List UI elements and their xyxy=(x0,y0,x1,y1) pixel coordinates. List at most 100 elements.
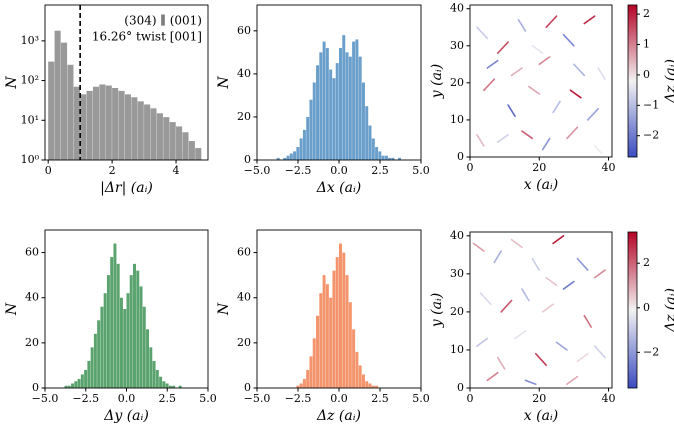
bar xyxy=(182,132,189,160)
bar xyxy=(391,157,395,160)
bar xyxy=(335,257,339,388)
bar xyxy=(84,369,88,388)
displacement-segment xyxy=(573,63,586,77)
displacement-segment xyxy=(517,19,527,32)
x-tick-label: −2.5 xyxy=(285,392,312,405)
bar xyxy=(165,383,169,388)
bar xyxy=(126,293,130,388)
x-tick-label: 5.0 xyxy=(412,392,430,405)
annotation: (304) ∥ (001) xyxy=(124,14,202,28)
bar xyxy=(87,360,91,388)
y-axis-label: y (aᵢ) xyxy=(429,64,445,99)
bar xyxy=(129,275,133,388)
bar xyxy=(64,385,68,388)
bar xyxy=(150,108,157,160)
displacement-segment xyxy=(545,15,558,29)
bar xyxy=(67,385,71,388)
y-tick-label: 10⁰ xyxy=(21,153,40,166)
y-tick-label: 10² xyxy=(21,74,39,87)
bar xyxy=(329,69,333,160)
y-tick-label: 20 xyxy=(237,110,251,123)
bar xyxy=(371,138,375,160)
bar xyxy=(309,99,313,160)
colorbar xyxy=(627,4,638,158)
x-tick-label: 5.0 xyxy=(412,164,430,177)
x-tick-label: 20 xyxy=(532,161,546,174)
bar xyxy=(375,385,379,388)
bar xyxy=(163,117,170,160)
displacement-segment xyxy=(593,269,606,279)
bar xyxy=(136,270,140,388)
colorbar-tick-label: 2 xyxy=(643,256,650,269)
y-tick-label: 20 xyxy=(450,76,464,89)
bar xyxy=(48,61,55,160)
displacement-segment xyxy=(541,137,551,151)
displacement-segment xyxy=(597,67,606,80)
bar xyxy=(74,381,78,388)
displacement-segment xyxy=(496,133,509,143)
colorbar-tick-label: −2 xyxy=(643,345,659,358)
displacement-segment xyxy=(593,345,606,359)
y-tick-label: 40 xyxy=(237,291,251,304)
displacement-segment xyxy=(552,235,565,245)
bar xyxy=(178,385,182,388)
bar xyxy=(156,113,163,160)
x-tick-label: 2.5 xyxy=(371,164,389,177)
bar xyxy=(195,148,202,160)
displacement-segment xyxy=(524,379,537,385)
y-axis-label: N xyxy=(4,76,20,90)
x-tick-label: 0.0 xyxy=(118,392,136,405)
displacement-segment xyxy=(552,100,561,114)
bar xyxy=(375,147,379,160)
bar xyxy=(302,129,306,160)
bar xyxy=(361,82,365,160)
bar xyxy=(309,356,313,388)
displacement-segment xyxy=(535,352,547,366)
displacement-segment xyxy=(583,314,593,328)
bar xyxy=(296,385,300,388)
y-tick-label: 40 xyxy=(25,291,39,304)
colorbar-label: Δz (aᵢ) xyxy=(663,59,674,104)
colorbar-tick-label: 0 xyxy=(643,68,650,81)
bar xyxy=(97,320,101,388)
displacement-segment xyxy=(476,133,485,147)
y-tick-label: 30 xyxy=(450,39,464,52)
bar xyxy=(368,125,372,160)
displacement-segment xyxy=(496,356,506,370)
x-axis-label: Δz (aᵢ) xyxy=(316,408,361,424)
x-axis-label: x (aᵢ) xyxy=(524,408,558,424)
bar xyxy=(67,64,74,160)
displacement-segment xyxy=(538,56,551,66)
y-axis-label: N xyxy=(4,302,20,316)
colorbar-tick-label: 2 xyxy=(643,7,650,20)
bar xyxy=(123,309,127,388)
bar xyxy=(77,378,81,388)
bar xyxy=(289,153,293,160)
y-tick-label: 10¹ xyxy=(21,113,39,126)
bar xyxy=(293,151,297,160)
y-tick-label: 0 xyxy=(457,381,464,394)
displacement-segment xyxy=(476,337,489,347)
x-tick-label: 4 xyxy=(173,164,180,177)
bar xyxy=(54,30,61,160)
bar xyxy=(168,385,172,388)
x-tick-label: 0 xyxy=(45,164,52,177)
displacement-segment xyxy=(500,299,513,313)
bar xyxy=(381,155,385,160)
y-tick-label: 40 xyxy=(450,229,464,242)
bar xyxy=(283,157,287,160)
displacement-segment xyxy=(566,375,579,385)
bar xyxy=(73,86,80,160)
y-tick-label: 20 xyxy=(450,305,464,318)
bar xyxy=(345,52,349,160)
x-axis-label: Δy (aᵢ) xyxy=(103,408,149,424)
bar xyxy=(80,374,84,388)
x-tick-label: 2.5 xyxy=(371,392,389,405)
bar xyxy=(322,41,326,160)
bar xyxy=(316,65,320,160)
bar xyxy=(118,90,125,160)
y-tick-label: 60 xyxy=(25,246,39,259)
colorbar xyxy=(627,231,638,389)
displacement-segment xyxy=(507,104,516,118)
